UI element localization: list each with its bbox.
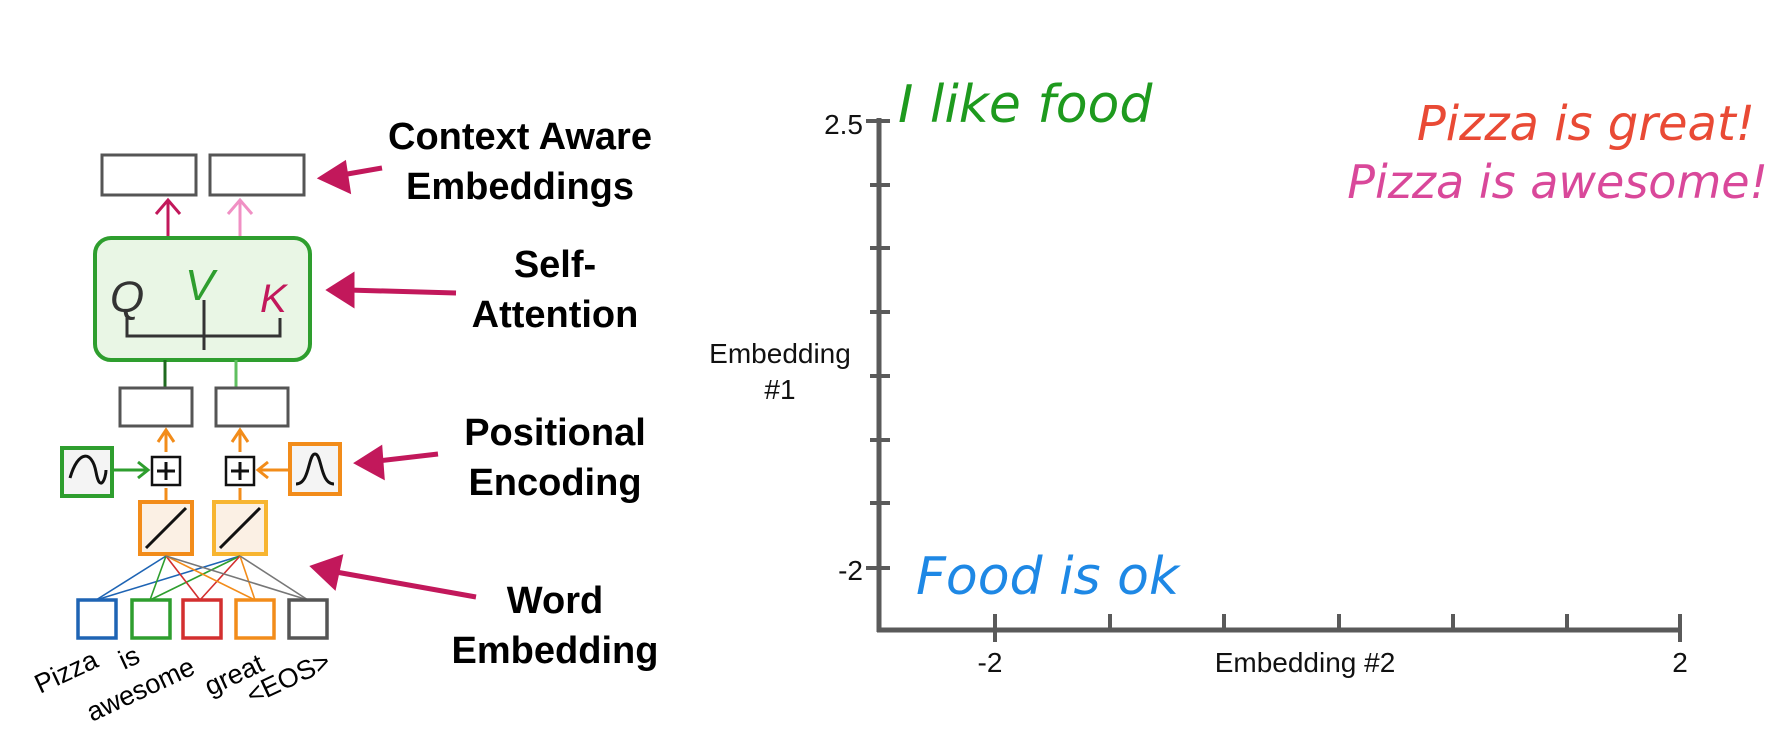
token-label-is: is [114,640,144,675]
token-box-pizza [76,598,118,640]
x-axis-label: Embedding #2 [1215,647,1396,678]
x-tick-2: 2 [1672,647,1688,678]
bell-encoding-box [288,442,342,496]
label-self-attention: Self-Attention [471,244,639,336]
q-letter: Q [110,273,144,322]
token-box-is [130,598,172,640]
y-axis-label: Embedding #1 [709,338,851,405]
pointer-arrow-attention [347,287,457,296]
phrase-pizza-is-great: Pizza is great! [1417,96,1755,152]
token-label-pizza: Pizza [30,644,103,700]
label-word-embedding: Word Embedding [451,580,659,672]
context-box-1 [100,153,198,197]
token-box-awesome [181,598,223,640]
pointer-arrow-positional [377,451,439,464]
label-positional-encoding: Positional Encoding [464,412,646,504]
y-tick-2.5: 2.5 [824,109,863,140]
transformer-diagram: Q V K [30,153,477,727]
token-box-eos [287,598,329,640]
output-arrow-1 [154,197,182,236]
label-context-aware-embeddings: Context Aware Embeddings [388,116,652,208]
qkv-bracket [125,300,282,350]
token-box-great [234,598,276,640]
output-arrow-2 [226,197,254,236]
embedding-connections [95,555,309,601]
context-box-2 [208,153,306,197]
embedding-plot: 2.5 -2 -2 2 Embedding #2 Embedding #1 I … [709,75,1768,678]
k-letter: K [260,277,289,321]
self-attention-box [93,236,312,362]
phrase-pizza-is-awesome: Pizza is awesome! [1347,155,1768,209]
y-tick-minus2: -2 [838,555,863,586]
phrase-i-like-food: I like food [898,75,1153,135]
x-tick-minus2: -2 [978,647,1003,678]
encoded-box-1 [118,386,194,428]
pointer-arrow-word [335,569,477,600]
phrase-food-is-ok: Food is ok [916,547,1181,607]
encoded-box-2 [214,386,290,428]
v-letter: V [185,261,218,310]
